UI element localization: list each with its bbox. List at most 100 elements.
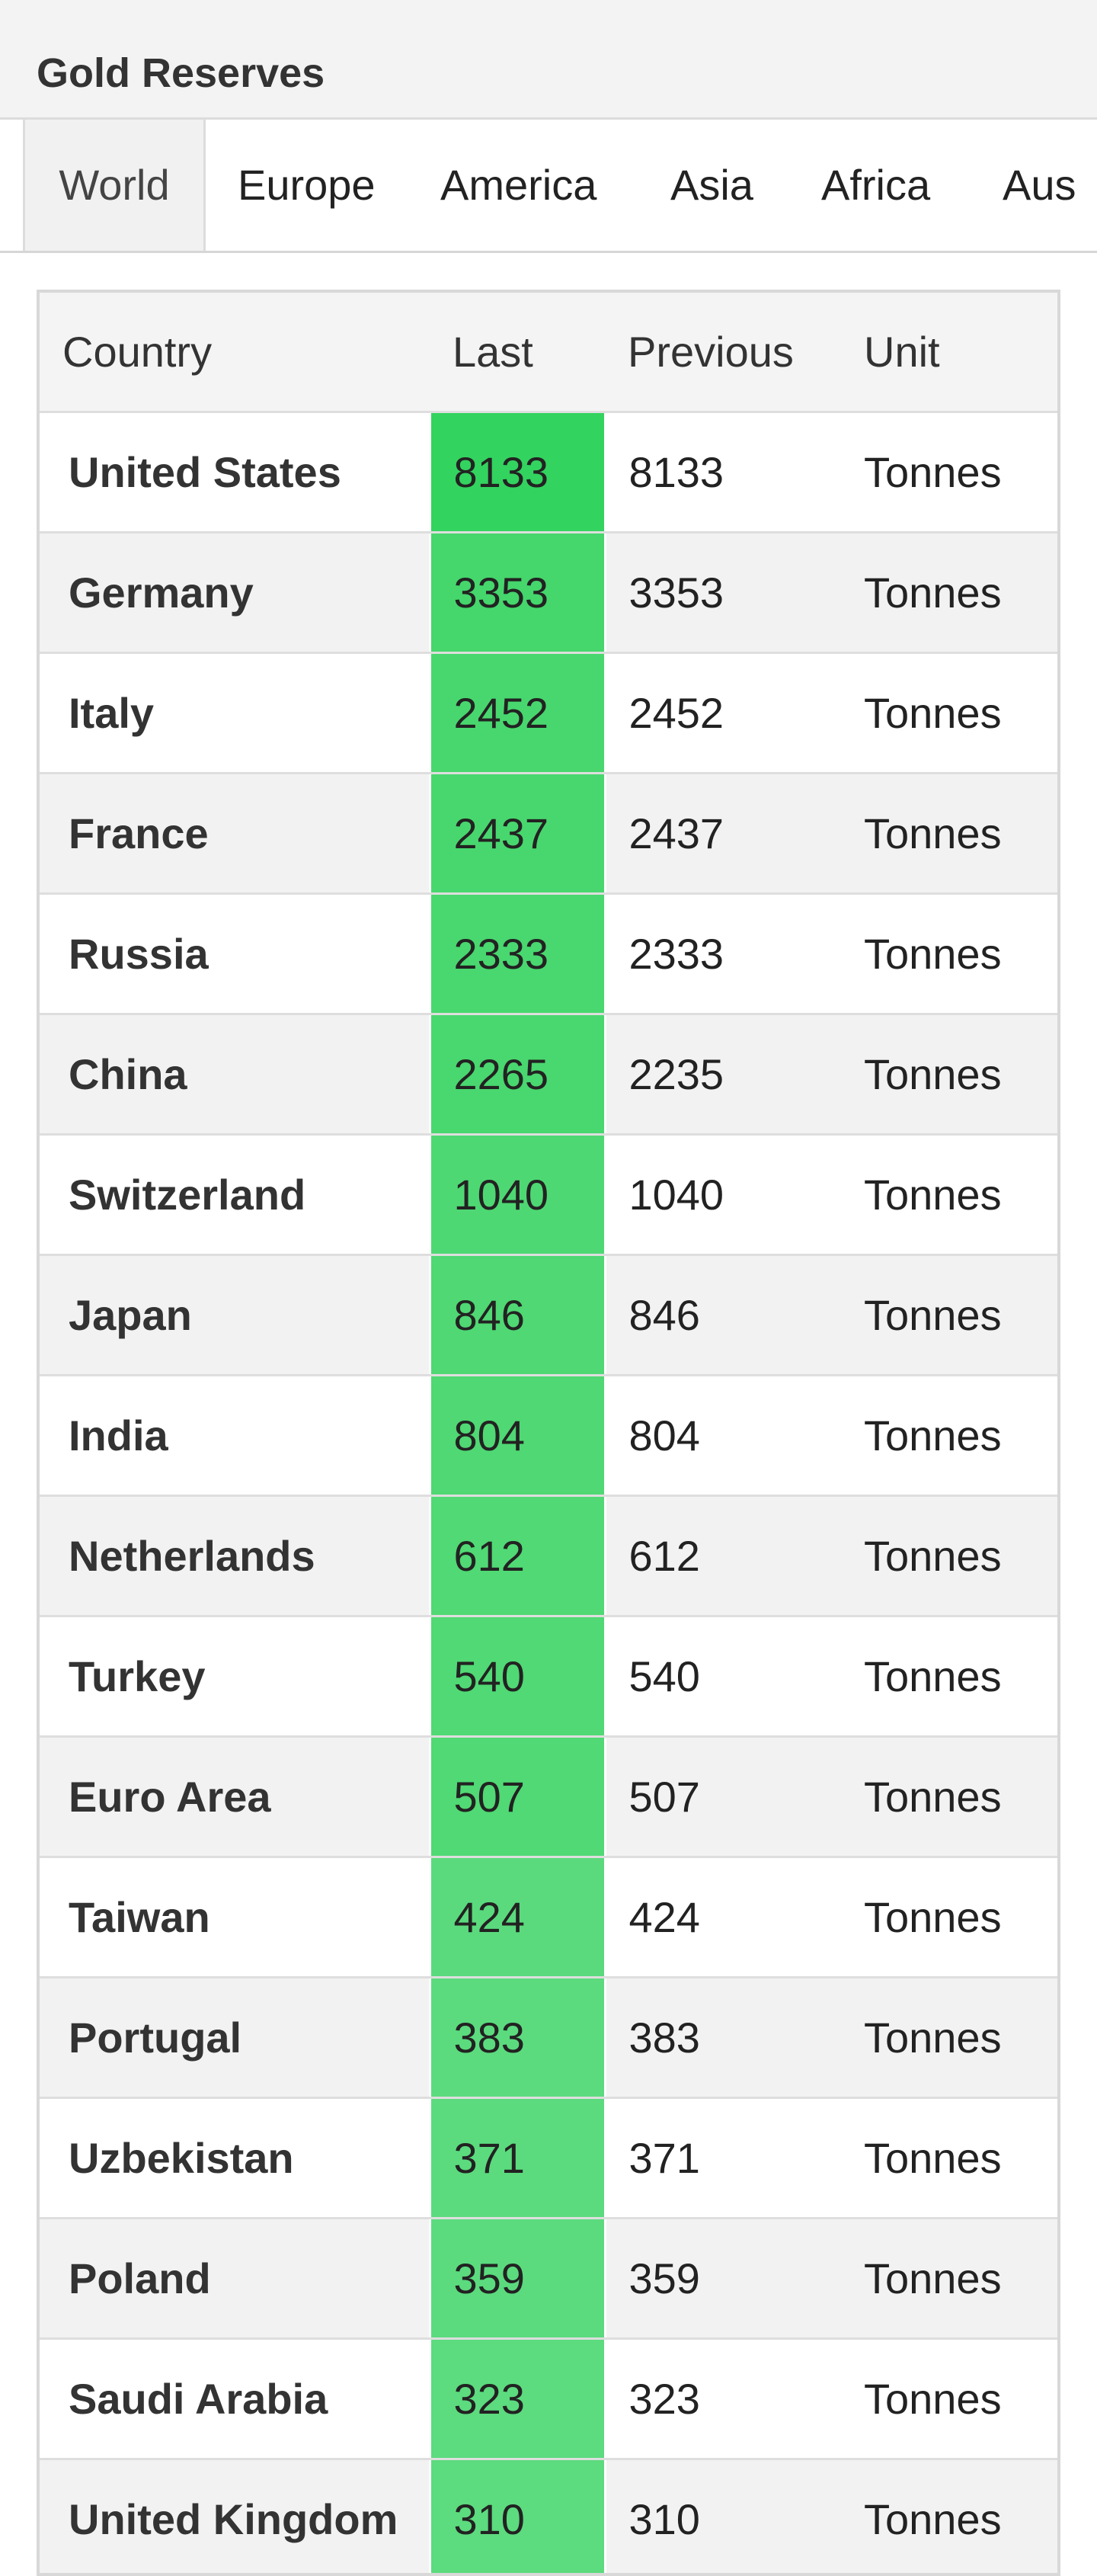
country-cell[interactable]: Turkey xyxy=(40,1616,430,1737)
last-value-cell: 2437 xyxy=(430,774,605,894)
last-value-cell: 2265 xyxy=(430,1014,605,1135)
previous-value-cell: 310 xyxy=(605,2459,846,2576)
previous-value-cell: 804 xyxy=(605,1376,846,1496)
page-title: Gold Reserves xyxy=(37,46,325,101)
country-cell[interactable]: Euro Area xyxy=(40,1737,430,1857)
country-cell[interactable]: Taiwan xyxy=(40,1857,430,1978)
country-cell[interactable]: United States xyxy=(40,412,430,533)
unit-cell: Tonnes xyxy=(846,2459,1060,2576)
country-cell[interactable]: Saudi Arabia xyxy=(40,2339,430,2459)
last-value-cell: 540 xyxy=(430,1616,605,1737)
unit-cell: Tonnes xyxy=(846,894,1060,1014)
page-header: Gold Reserves xyxy=(0,0,1097,120)
column-header-previous[interactable]: Previous xyxy=(605,293,846,412)
unit-cell: Tonnes xyxy=(846,2098,1060,2219)
last-value-cell: 612 xyxy=(430,1496,605,1616)
last-value-cell: 2452 xyxy=(430,653,605,774)
previous-value-cell: 1040 xyxy=(605,1135,846,1255)
last-value-cell: 371 xyxy=(430,2098,605,2219)
previous-value-cell: 371 xyxy=(605,2098,846,2219)
country-cell[interactable]: Japan xyxy=(40,1255,430,1376)
unit-cell: Tonnes xyxy=(846,1376,1060,1496)
unit-cell: Tonnes xyxy=(846,533,1060,653)
last-value-cell: 323 xyxy=(430,2339,605,2459)
country-cell[interactable]: Italy xyxy=(40,653,430,774)
country-cell[interactable]: Uzbekistan xyxy=(40,2098,430,2219)
previous-value-cell: 507 xyxy=(605,1737,846,1857)
gold-reserves-table: Country Last Previous Unit United States… xyxy=(37,290,1060,2576)
unit-cell: Tonnes xyxy=(846,1616,1060,1737)
region-tabs: World Europe America Asia Africa Aus xyxy=(0,120,1097,253)
country-cell[interactable]: Germany xyxy=(40,533,430,653)
last-value-cell: 1040 xyxy=(430,1135,605,1255)
tab-america[interactable]: America xyxy=(440,120,596,251)
previous-value-cell: 846 xyxy=(605,1255,846,1376)
country-cell[interactable]: Russia xyxy=(40,894,430,1014)
previous-value-cell: 2452 xyxy=(605,653,846,774)
previous-value-cell: 540 xyxy=(605,1616,846,1737)
previous-value-cell: 383 xyxy=(605,1978,846,2098)
country-cell[interactable]: Portugal xyxy=(40,1978,430,2098)
previous-value-cell: 2437 xyxy=(605,774,846,894)
country-cell[interactable]: Poland xyxy=(40,2219,430,2339)
column-header-last[interactable]: Last xyxy=(430,293,605,412)
previous-value-cell: 424 xyxy=(605,1857,846,1978)
unit-cell: Tonnes xyxy=(846,1496,1060,1616)
last-value-cell: 804 xyxy=(430,1376,605,1496)
unit-cell: Tonnes xyxy=(846,1135,1060,1255)
column-header-unit[interactable]: Unit xyxy=(846,293,1060,412)
unit-cell: Tonnes xyxy=(846,1978,1060,2098)
country-cell[interactable]: China xyxy=(40,1014,430,1135)
country-cell[interactable]: Switzerland xyxy=(40,1135,430,1255)
last-value-cell: 2333 xyxy=(430,894,605,1014)
unit-cell: Tonnes xyxy=(846,1014,1060,1135)
previous-value-cell: 3353 xyxy=(605,533,846,653)
unit-cell: Tonnes xyxy=(846,412,1060,533)
tab-australia[interactable]: Aus xyxy=(1003,120,1076,251)
unit-cell: Tonnes xyxy=(846,1857,1060,1978)
last-value-cell: 846 xyxy=(430,1255,605,1376)
column-header-country[interactable]: Country xyxy=(40,293,430,412)
previous-value-cell: 8133 xyxy=(605,412,846,533)
unit-cell: Tonnes xyxy=(846,1737,1060,1857)
last-value-cell: 383 xyxy=(430,1978,605,2098)
unit-cell: Tonnes xyxy=(846,1255,1060,1376)
country-cell[interactable]: France xyxy=(40,774,430,894)
tab-europe[interactable]: Europe xyxy=(238,120,376,251)
previous-value-cell: 2333 xyxy=(605,894,846,1014)
tab-world[interactable]: World xyxy=(23,120,206,251)
previous-value-cell: 359 xyxy=(605,2219,846,2339)
last-value-cell: 3353 xyxy=(430,533,605,653)
country-cell[interactable]: India xyxy=(40,1376,430,1496)
table-header-row: Country Last Previous Unit xyxy=(40,293,1060,412)
country-cell[interactable]: Netherlands xyxy=(40,1496,430,1616)
last-value-cell: 424 xyxy=(430,1857,605,1978)
previous-value-cell: 2235 xyxy=(605,1014,846,1135)
last-value-cell: 8133 xyxy=(430,412,605,533)
last-value-cell: 359 xyxy=(430,2219,605,2339)
unit-cell: Tonnes xyxy=(846,2339,1060,2459)
last-value-cell: 507 xyxy=(430,1737,605,1857)
previous-value-cell: 612 xyxy=(605,1496,846,1616)
unit-cell: Tonnes xyxy=(846,774,1060,894)
country-cell[interactable]: United Kingdom xyxy=(40,2459,430,2576)
last-value-cell: 310 xyxy=(430,2459,605,2576)
tab-asia[interactable]: Asia xyxy=(670,120,753,251)
tab-africa[interactable]: Africa xyxy=(821,120,930,251)
